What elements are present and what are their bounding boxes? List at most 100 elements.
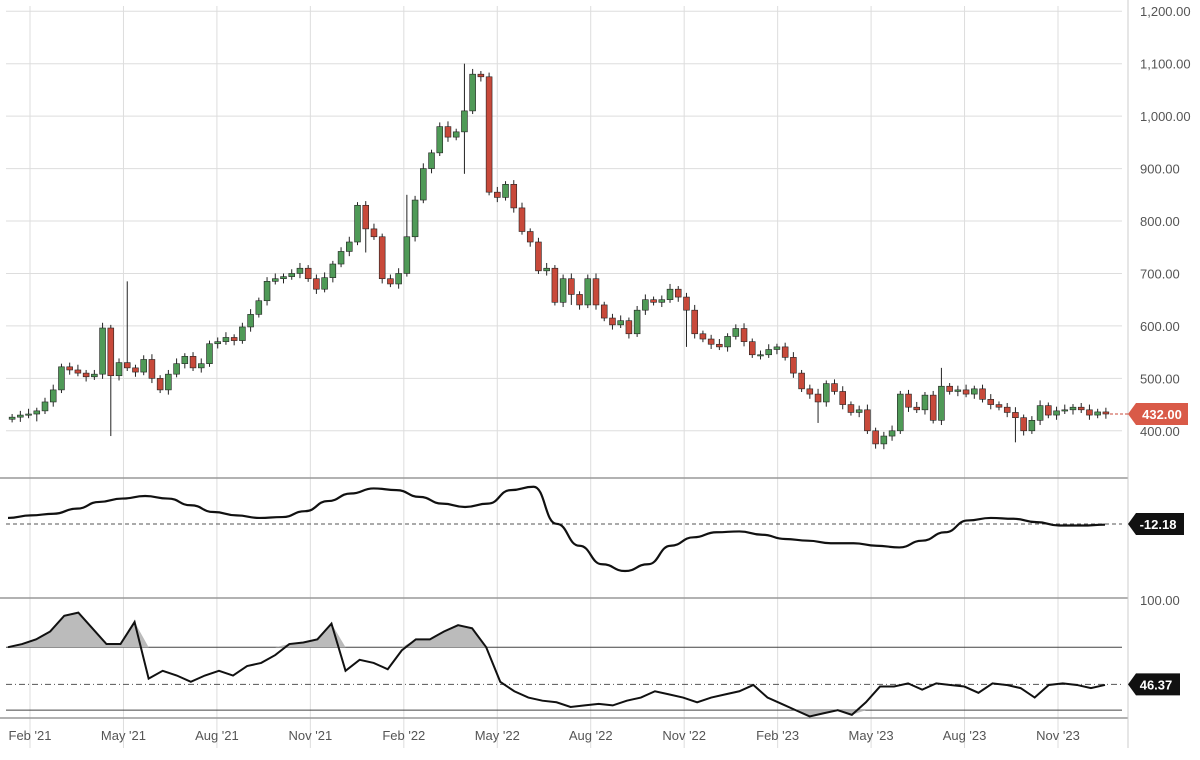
x-tick-label: Feb '21 — [9, 728, 52, 743]
y-tick-label: 700.00 — [1140, 266, 1180, 281]
candle-body — [905, 393, 912, 408]
candle-body — [296, 267, 304, 274]
candle-body — [864, 409, 871, 432]
candle-body — [41, 401, 49, 412]
candle-body — [1069, 406, 1077, 411]
x-tick-label: Nov '23 — [1036, 728, 1080, 743]
x-tick-label: Aug '23 — [943, 728, 987, 743]
candle-body — [839, 391, 846, 405]
candle-body — [625, 320, 633, 335]
candle-body — [510, 184, 518, 209]
candle-body — [707, 338, 715, 345]
candle-body — [107, 327, 115, 377]
candle-body — [855, 409, 863, 413]
candle-body — [502, 184, 509, 198]
candle-body — [658, 299, 666, 303]
candle-body — [263, 281, 271, 302]
candle-body — [1077, 406, 1085, 411]
candle-body — [461, 110, 468, 133]
candle-body — [518, 207, 526, 232]
candle-body — [362, 204, 369, 230]
candle-body — [420, 168, 427, 201]
candle-body — [1028, 420, 1036, 432]
rsi-value-tag: 46.37 — [1128, 673, 1180, 696]
candle-body — [148, 359, 156, 379]
candle-body — [280, 276, 287, 280]
candle-body — [444, 126, 452, 138]
candle-body — [699, 333, 707, 340]
candle-body — [428, 152, 435, 169]
candle-body — [773, 346, 781, 350]
candle-body — [132, 367, 139, 373]
candle-body — [1061, 409, 1069, 412]
candle-body — [91, 373, 98, 378]
candle-body — [165, 373, 172, 391]
x-tick-label: May '23 — [849, 728, 894, 743]
candle-body — [436, 126, 444, 154]
candle-body — [724, 336, 731, 348]
x-tick-label: May '22 — [475, 728, 520, 743]
y-tick-label: 1,100.00 — [1140, 57, 1191, 72]
candle-body — [33, 410, 41, 415]
rsi-oversold-fill — [8, 710, 1105, 717]
candle-body — [666, 288, 674, 300]
candle-body — [913, 406, 920, 411]
candle-body — [1094, 411, 1101, 416]
x-tick-label: Feb '22 — [382, 728, 425, 743]
candle-body — [255, 300, 263, 315]
y-tick-label: 600.00 — [1140, 319, 1180, 334]
candle-body — [921, 394, 929, 411]
y-tick-label: 900.00 — [1140, 162, 1180, 177]
candle-body — [66, 366, 73, 371]
y-tick-label: 800.00 — [1140, 214, 1180, 229]
candle-body — [239, 326, 246, 341]
candle-body — [288, 273, 295, 277]
candle-body — [247, 314, 254, 328]
candle-body — [82, 372, 90, 378]
candle-body — [749, 341, 756, 356]
candle-body — [683, 296, 690, 311]
candle-body — [929, 394, 937, 421]
candle-body — [592, 278, 600, 306]
last-price-tag-bg — [1128, 403, 1188, 426]
candle-body — [526, 231, 534, 243]
candle-body — [897, 393, 904, 432]
candle-body — [872, 430, 879, 445]
candle-body — [765, 349, 772, 356]
candle-body — [485, 76, 493, 193]
candle-body — [222, 337, 230, 342]
candle-body — [321, 277, 328, 290]
candle-body — [173, 363, 180, 375]
candle-body — [329, 263, 337, 278]
candle-body — [633, 309, 641, 335]
x-tick-label: Aug '21 — [195, 728, 239, 743]
candle-body — [757, 354, 764, 357]
candle-body — [691, 309, 698, 335]
candle-body — [395, 273, 402, 285]
y-tick-label: 400.00 — [1140, 424, 1180, 439]
rsi-value-label: 46.37 — [1140, 677, 1173, 692]
candle-body — [313, 278, 320, 290]
last-price-label: 432.00 — [1142, 407, 1182, 422]
candle-body — [568, 278, 575, 295]
candle-body — [214, 341, 221, 345]
y-tick-label: 1,000.00 — [1140, 109, 1191, 124]
candle-body — [584, 278, 592, 306]
candle-body — [58, 366, 65, 391]
candle-body — [1102, 411, 1110, 415]
candle-body — [559, 278, 567, 303]
candle-body — [979, 388, 986, 400]
x-tick-label: Nov '22 — [662, 728, 706, 743]
candle-body — [1053, 410, 1060, 416]
candle-body — [938, 385, 945, 421]
candle-body — [987, 399, 995, 405]
candle-body — [189, 356, 197, 369]
rsi-panel: 46.37 — [6, 611, 1180, 718]
oscillator-value-tag-bg — [1128, 512, 1184, 535]
candle-body — [535, 241, 542, 272]
candle-body — [198, 363, 205, 369]
candle-body — [8, 416, 16, 420]
candle-body — [181, 356, 189, 364]
rsi-y-tick-label: 100.00 — [1140, 593, 1180, 608]
